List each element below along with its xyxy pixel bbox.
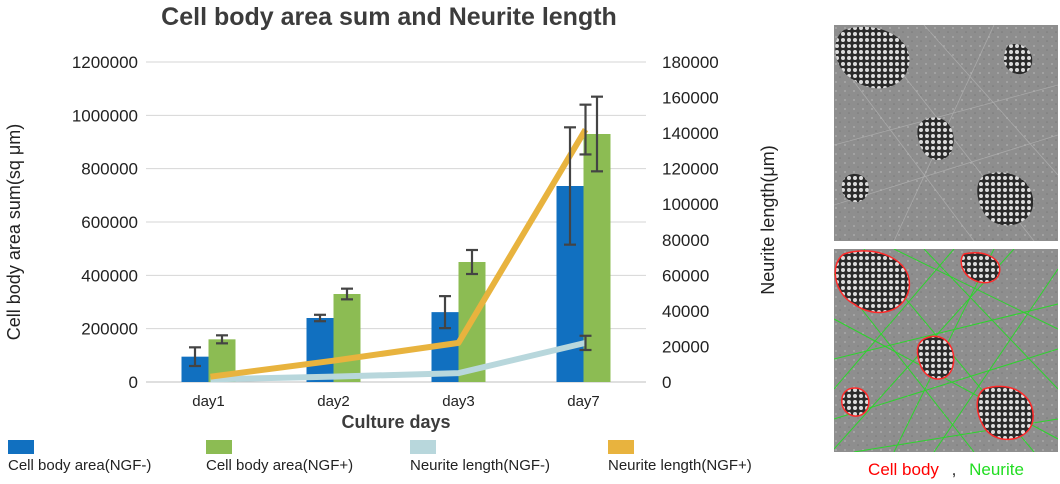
caption-cell-body: Cell body [868, 460, 939, 479]
y2-tick-label: 160000 [662, 89, 719, 108]
y2-tick-label: 80000 [662, 231, 709, 250]
y2-tick-label: 60000 [662, 266, 709, 285]
y-tick-label: 1000000 [72, 106, 138, 125]
y-tick-label: 800000 [81, 160, 138, 179]
y2-tick-label: 40000 [662, 302, 709, 321]
y2-tick-label: 0 [662, 373, 671, 392]
caption-neurite: Neurite [969, 460, 1024, 479]
legend-swatch [206, 440, 232, 454]
legend-label: Cell body area(NGF-) [8, 457, 152, 474]
chart-title: Cell body area sum and Neurite length [161, 3, 617, 31]
series-lines [210, 128, 589, 383]
micrograph-phase-contrast [834, 25, 1058, 241]
legend-label: Cell body area(NGF+) [206, 457, 354, 474]
legend-label: Neurite length(NGF+) [608, 457, 752, 474]
legend-swatch [8, 440, 34, 454]
series-line [210, 128, 589, 380]
x-tick-label: day7 [567, 393, 600, 410]
bars [181, 134, 611, 382]
y-axis-label: Cell body area sum(sq μm) [4, 124, 24, 340]
y-tick-label: 200000 [81, 320, 138, 339]
caption-separator: , [951, 460, 957, 479]
micrograph-segmented [834, 249, 1058, 452]
bar [333, 294, 361, 382]
y2-tick-label: 100000 [662, 195, 719, 214]
y-tick-label: 0 [129, 373, 138, 392]
y-tick-label: 600000 [81, 213, 138, 232]
y2-tick-label: 180000 [662, 53, 719, 72]
error-bars [189, 95, 603, 368]
bar [306, 318, 334, 382]
y2-tick-label: 140000 [662, 124, 719, 143]
micrograph-caption: Cell body , Neurite [834, 460, 1058, 480]
tick-labels: 0 200000 400000 600000 800000 1000000 1200000 0… [72, 53, 719, 410]
y-tick-label: 1200000 [72, 53, 138, 72]
legend-label: Neurite length(NGF-) [410, 457, 551, 474]
x-tick-label: day3 [442, 393, 475, 410]
y2-tick-label: 20000 [662, 337, 709, 356]
chart-svg: Cell body area sum and Neurite length 0 2… [4, 3, 778, 432]
x-tick-label: day1 [192, 393, 225, 410]
legend-swatch [608, 440, 634, 454]
legend-swatch [410, 440, 436, 454]
series-line [210, 339, 587, 383]
y-tick-label: 400000 [81, 266, 138, 285]
x-axis-label: Culture days [341, 412, 450, 432]
bar [583, 134, 611, 382]
y2-tick-label: 120000 [662, 160, 719, 179]
y2-axis-label: Neurite length(μm) [758, 145, 778, 294]
x-tick-label: day2 [317, 393, 350, 410]
